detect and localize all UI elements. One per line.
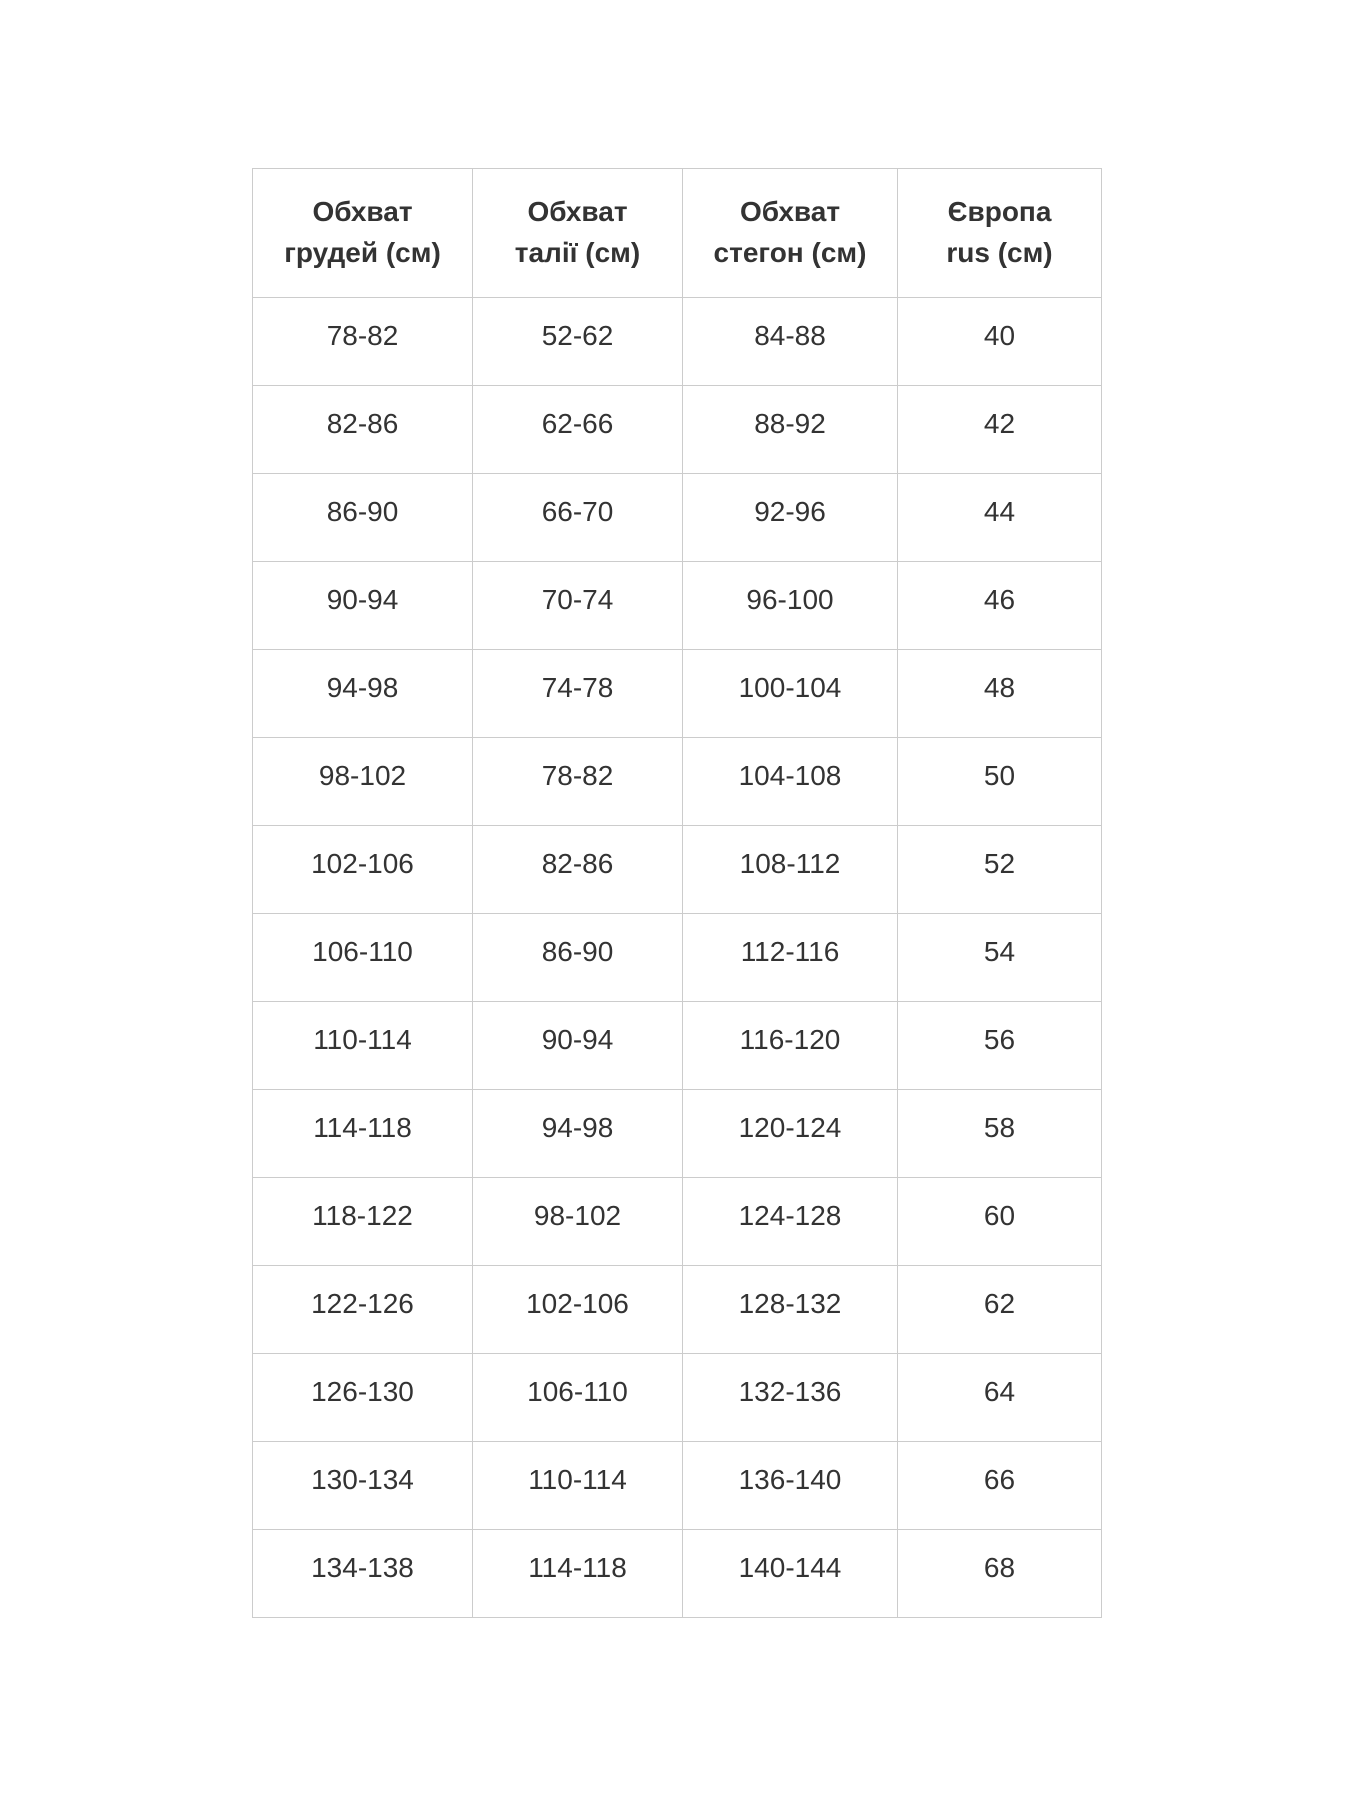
- table-cell: 82-86: [252, 385, 473, 474]
- table-row: 110-114 90-94 116-120 56: [252, 1001, 1102, 1090]
- table-cell: 42: [897, 385, 1102, 474]
- table-cell: 60: [897, 1177, 1102, 1266]
- table-cell: 104-108: [682, 737, 898, 826]
- table-cell: 136-140: [682, 1441, 898, 1530]
- table-cell: 56: [897, 1001, 1102, 1090]
- table-cell: 46: [897, 561, 1102, 650]
- table-cell: 114-118: [472, 1529, 683, 1618]
- table-cell: 82-86: [472, 825, 683, 914]
- table-cell: 62: [897, 1265, 1102, 1354]
- table-cell: 90-94: [472, 1001, 683, 1090]
- table-cell: 112-116: [682, 913, 898, 1002]
- table-cell: 58: [897, 1089, 1102, 1178]
- table-cell: 78-82: [252, 297, 473, 386]
- table-cell: 118-122: [252, 1177, 473, 1266]
- table-row: 118-122 98-102 124-128 60: [252, 1177, 1102, 1266]
- table-cell: 98-102: [252, 737, 473, 826]
- table-cell: 108-112: [682, 825, 898, 914]
- table-cell: 78-82: [472, 737, 683, 826]
- table-row: 122-126 102-106 128-132 62: [252, 1265, 1102, 1354]
- size-chart-body: 78-82 52-62 84-88 40 82-86 62-66 88-92 42 86-90 6…: [252, 297, 1102, 1618]
- column-header-4: Європа rus (см): [897, 168, 1102, 298]
- table-cell: 94-98: [472, 1089, 683, 1178]
- table-row: 82-86 62-66 88-92 42: [252, 385, 1102, 474]
- table-cell: 74-78: [472, 649, 683, 738]
- table-cell: 66: [897, 1441, 1102, 1530]
- table-cell: 44: [897, 473, 1102, 562]
- table-cell: 54: [897, 913, 1102, 1002]
- header-row: Обхват грудей (см) Обхват талії (см) Обхва…: [252, 168, 1102, 298]
- table-cell: 92-96: [682, 473, 898, 562]
- table-cell: 90-94: [252, 561, 473, 650]
- table-cell: 52: [897, 825, 1102, 914]
- table-cell: 130-134: [252, 1441, 473, 1530]
- table-cell: 96-100: [682, 561, 898, 650]
- table-cell: 134-138: [252, 1529, 473, 1618]
- size-chart-header: Обхват грудей (см) Обхват талії (см) Обхва…: [252, 168, 1102, 298]
- table-cell: 66-70: [472, 473, 683, 562]
- table-cell: 100-104: [682, 649, 898, 738]
- column-header-2: Обхват талії (см): [472, 168, 683, 298]
- table-cell: 86-90: [252, 473, 473, 562]
- table-cell: 62-66: [472, 385, 683, 474]
- table-row: 102-106 82-86 108-112 52: [252, 825, 1102, 914]
- table-row: 98-102 78-82 104-108 50: [252, 737, 1102, 826]
- table-row: 86-90 66-70 92-96 44: [252, 473, 1102, 562]
- table-cell: 128-132: [682, 1265, 898, 1354]
- table-row: 130-134 110-114 136-140 66: [252, 1441, 1102, 1530]
- table-cell: 64: [897, 1353, 1102, 1442]
- table-cell: 106-110: [472, 1353, 683, 1442]
- table-cell: 70-74: [472, 561, 683, 650]
- size-chart-table: Обхват грудей (см) Обхват талії (см) Обхва…: [252, 168, 1102, 1618]
- table-row: 134-138 114-118 140-144 68: [252, 1529, 1102, 1618]
- table-cell: 84-88: [682, 297, 898, 386]
- table-row: 94-98 74-78 100-104 48: [252, 649, 1102, 738]
- table-cell: 140-144: [682, 1529, 898, 1618]
- table-row: 78-82 52-62 84-88 40: [252, 297, 1102, 386]
- table-cell: 68: [897, 1529, 1102, 1618]
- table-cell: 114-118: [252, 1089, 473, 1178]
- table-cell: 122-126: [252, 1265, 473, 1354]
- table-row: 126-130 106-110 132-136 64: [252, 1353, 1102, 1442]
- table-cell: 126-130: [252, 1353, 473, 1442]
- table-cell: 110-114: [472, 1441, 683, 1530]
- table-cell: 102-106: [252, 825, 473, 914]
- table-cell: 50: [897, 737, 1102, 826]
- table-cell: 132-136: [682, 1353, 898, 1442]
- table-cell: 98-102: [472, 1177, 683, 1266]
- table-row: 90-94 70-74 96-100 46: [252, 561, 1102, 650]
- table-cell: 116-120: [682, 1001, 898, 1090]
- table-cell: 102-106: [472, 1265, 683, 1354]
- table-cell: 124-128: [682, 1177, 898, 1266]
- table-cell: 106-110: [252, 913, 473, 1002]
- table-row: 114-118 94-98 120-124 58: [252, 1089, 1102, 1178]
- table-cell: 94-98: [252, 649, 473, 738]
- table-cell: 120-124: [682, 1089, 898, 1178]
- table-cell: 40: [897, 297, 1102, 386]
- column-header-3: Обхват стегон (см): [682, 168, 898, 298]
- table-row: 106-110 86-90 112-116 54: [252, 913, 1102, 1002]
- table-cell: 110-114: [252, 1001, 473, 1090]
- table-cell: 52-62: [472, 297, 683, 386]
- table-cell: 88-92: [682, 385, 898, 474]
- table-cell: 48: [897, 649, 1102, 738]
- table-cell: 86-90: [472, 913, 683, 1002]
- column-header-1: Обхват грудей (см): [252, 168, 473, 298]
